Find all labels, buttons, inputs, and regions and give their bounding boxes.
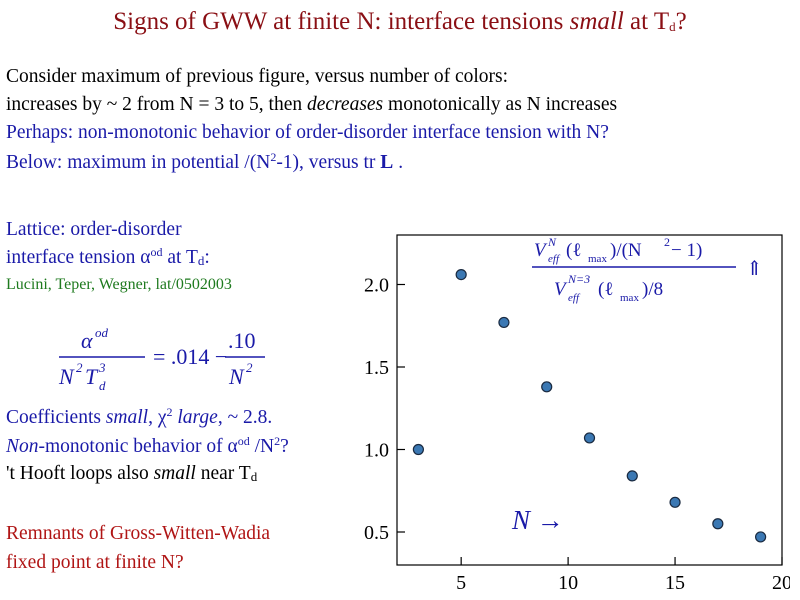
legend-num-sub: eff: [548, 253, 561, 265]
legend-num-sup: N: [547, 235, 557, 249]
data-point: [541, 381, 553, 393]
formula-lhs-den-t: T: [85, 364, 99, 389]
formula-lhs-den: N: [58, 364, 75, 389]
data-point: [712, 518, 724, 530]
formula-rhs-den-sup: 2: [246, 360, 253, 375]
legend-num-b: (ℓ: [566, 240, 581, 261]
legend-arrow: ⇑: [746, 258, 763, 280]
x-tick-label: 15: [665, 572, 685, 594]
formula-lhs-den-t-sub: d: [99, 378, 106, 393]
x-tick-label: 5: [456, 572, 466, 594]
y-tick-label: 2.0: [364, 275, 389, 297]
formula-rhs-den: N: [228, 364, 245, 389]
y-tick-label: 0.5: [364, 522, 389, 544]
legend-den-sub2: max: [620, 292, 639, 304]
data-point: [755, 531, 767, 543]
formula-lhs-den-sup: 2: [76, 360, 83, 375]
coefficients-line-1: Coefficients small, χ2 large, ~ 2.8.: [6, 405, 273, 428]
scatter-chart: 5 10 15 20 0.5 1.0 1.5 2.0 V N eff (ℓ max )/(N …: [364, 234, 790, 594]
data-point: [455, 268, 467, 281]
lattice-line-2: interface tension αod at Td:: [6, 245, 210, 268]
legend-den-sup: N=3: [567, 272, 590, 286]
intro-line-1: Consider maximum of previous figure, ver…: [6, 66, 509, 87]
coefficients-line-3: 't Hooft loops also small near Td: [6, 463, 258, 484]
legend-den-c: )/8: [642, 279, 663, 300]
plot-frame: [396, 234, 783, 566]
data-point: [412, 443, 424, 456]
formula-lhs-den-t-sup: 3: [98, 360, 106, 375]
y-tick-label: 1.5: [364, 357, 389, 379]
legend-den-b: (ℓ: [598, 279, 613, 300]
legend-num-d: − 1): [671, 240, 702, 261]
formula-lhs-num-sup: od: [95, 325, 109, 340]
citation: Lucini, Teper, Wegner, lat/0502003: [6, 276, 232, 293]
lattice-line-1: Lattice: order-disorder: [6, 219, 182, 240]
data-point: [583, 432, 596, 444]
legend-formula: V N eff (ℓ max )/(N 2 − 1) V N=3 eff (ℓ …: [532, 235, 763, 304]
intro-line-3: Perhaps: non-monotonic behavior of order…: [6, 122, 609, 143]
x-tick-label: 10: [558, 572, 578, 594]
data-point: [669, 496, 681, 508]
data-point: [498, 316, 510, 329]
n-arrow-annotation: N →: [511, 505, 564, 535]
coefficients-line-2: Non-monotonic behavior of αod /N2?: [6, 434, 289, 457]
formula-equals: = .014 −: [153, 344, 227, 369]
interface-tension-formula: α od N 2 T 3 d = .014 − .10 N 2: [58, 325, 265, 393]
formula-lhs-num: α: [81, 328, 93, 353]
legend-den-v: V: [554, 279, 568, 300]
x-tick-label: 20: [772, 572, 790, 594]
legend-num-sup2: 2: [664, 235, 670, 249]
legend-den-sub: eff: [568, 292, 581, 304]
formula-rhs-num: .10: [228, 328, 256, 353]
intro-line-2: increases by ~ 2 from N = 3 to 5, then d…: [6, 94, 618, 115]
remnants-line-2: fixed point at finite N?: [6, 552, 184, 573]
slide-title: Signs of GWW at finite N: interface tens…: [113, 8, 687, 35]
remnants-line-1: Remnants of Gross-Witten-Wadia: [6, 523, 271, 544]
intro-line-4: Below: maximum in potential /(N2-1), ver…: [6, 150, 404, 173]
legend-num-v: V: [534, 240, 548, 261]
y-tick-label: 1.0: [364, 440, 389, 462]
data-point: [626, 470, 638, 482]
legend-num-c: )/(N: [610, 240, 642, 261]
legend-num-sub2: max: [588, 253, 607, 265]
